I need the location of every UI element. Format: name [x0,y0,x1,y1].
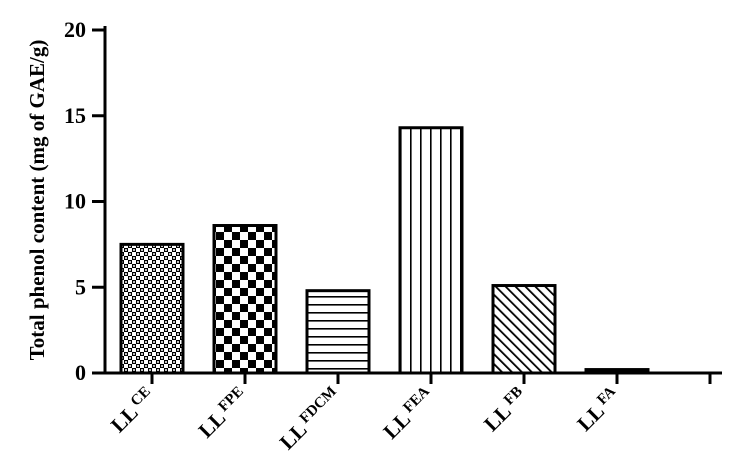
x-tick-label: LLFB [479,384,531,436]
x-tick-label-sup: FB [501,384,526,409]
x-tick-label-sup: FA [594,383,619,408]
bars-group [119,126,650,375]
y-tick-label: 0 [75,360,86,385]
x-tick-label: LLFA [572,383,624,435]
bar-fdcm [305,289,371,375]
x-tick-label-sup: CE [128,384,154,410]
x-tick-label: LLFDCM [275,384,346,455]
bar-ce [119,242,185,375]
y-tick-label: 10 [64,189,86,214]
x-tick-label: LLFPE [194,384,253,443]
bar-fpe [212,224,278,375]
y-axis-label: Total phenol content (mg of GAE/g) [25,40,49,361]
x-tick-label: LLFEA [378,383,438,443]
y-tick-label: 5 [75,274,86,299]
x-tick-label-sup: FPE [216,384,247,415]
x-ticks: LLCE LLFPE LLFDCM LLFEA LLFB LLFA [106,373,712,455]
y-tick-label: 15 [64,103,86,128]
bar-fea [398,126,464,375]
x-tick-label: LLCE [106,384,160,438]
x-tick-label-sup: FEA [400,383,433,416]
x-tick-label-sup: FDCM [297,384,340,427]
y-ticks: 0 5 10 15 20 [64,17,105,385]
bar-fb [491,284,557,375]
y-tick-label: 20 [64,17,86,42]
